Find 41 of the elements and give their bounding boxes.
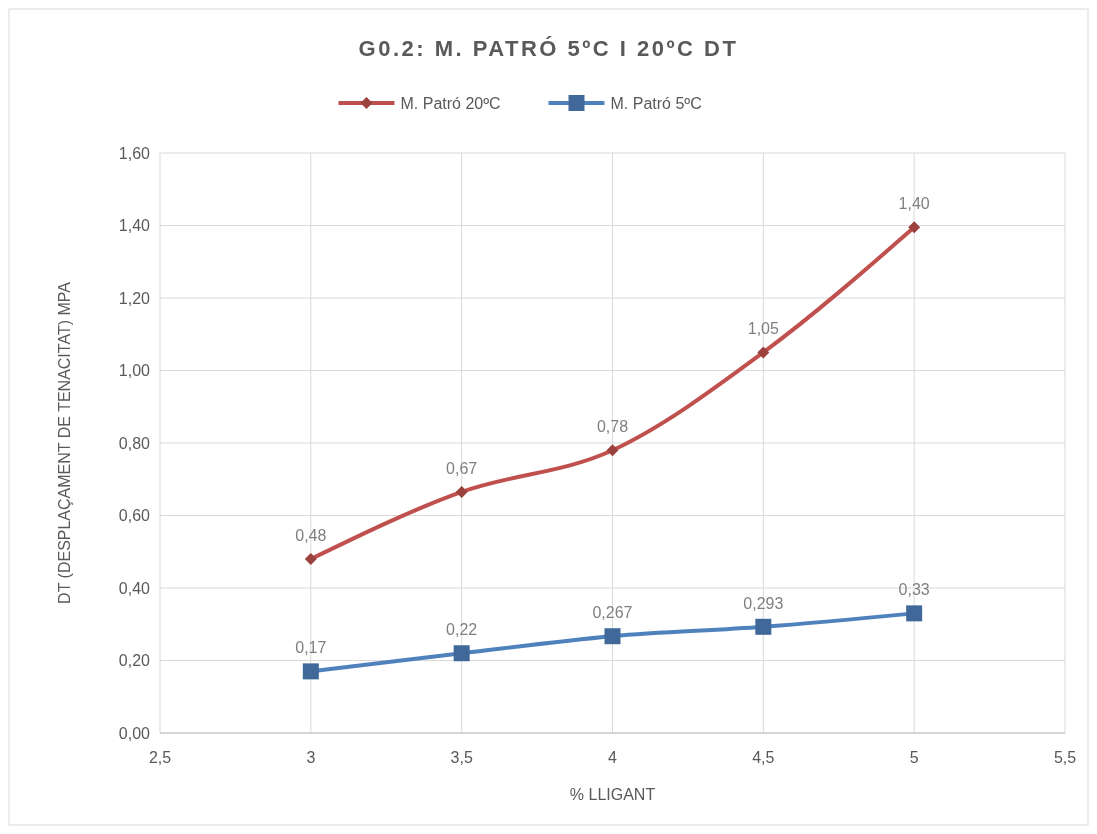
data-label: 0,267: [592, 604, 633, 622]
data-label: 0,22: [446, 621, 478, 639]
y-tick-label: 0,60: [118, 507, 151, 525]
y-tick-label: 1,20: [118, 289, 151, 307]
y-tick-label: 0,00: [118, 724, 151, 742]
data-label: 0,67: [446, 459, 478, 477]
point: [302, 663, 319, 680]
data-label: 1,40: [898, 195, 930, 213]
y-tick-label: 1,60: [118, 144, 151, 162]
x-tick-label: 2,5: [148, 749, 172, 766]
x-tick-label: 4: [608, 749, 618, 766]
x-tick-label: 3,5: [450, 749, 473, 766]
legend-label: M. Patró 5ºC: [610, 94, 702, 112]
point: [606, 444, 619, 457]
x-tick-label: 4,5: [752, 749, 775, 766]
data-label: 0,293: [743, 594, 784, 612]
y-tick-label: 1,00: [118, 362, 151, 380]
y-axis-title: DT (DESPLAÇAMENT DE TENACITAT) MPA: [56, 281, 73, 604]
x-tick-label: 3: [306, 749, 316, 766]
point: [604, 628, 621, 645]
y-tick-label: 0,40: [118, 579, 151, 597]
point: [455, 485, 468, 498]
data-label: 0,17: [295, 639, 327, 657]
point: [908, 221, 921, 234]
data-label: 1,05: [747, 320, 780, 338]
point: [453, 645, 470, 662]
data-label: 0,33: [898, 581, 930, 599]
data-label: 0,78: [596, 418, 629, 436]
point: [757, 346, 770, 359]
legend-label: M. Patró 20ºC: [400, 94, 501, 112]
y-tick-label: 1,40: [118, 217, 151, 235]
point: [755, 618, 772, 635]
point: [304, 553, 317, 565]
chart-title: G0.2: M. PATRÓ 5ºC I 20ºC DT: [358, 36, 739, 61]
x-tick-label: 5: [909, 749, 919, 766]
x-tick-label: 5,5: [1053, 749, 1077, 766]
y-tick-label: 0,20: [118, 652, 151, 670]
point: [906, 605, 923, 622]
data-label: 0,48: [295, 527, 327, 544]
y-tick-label: 0,80: [118, 434, 151, 452]
x-axis-title: % LLIGANT: [569, 786, 656, 803]
